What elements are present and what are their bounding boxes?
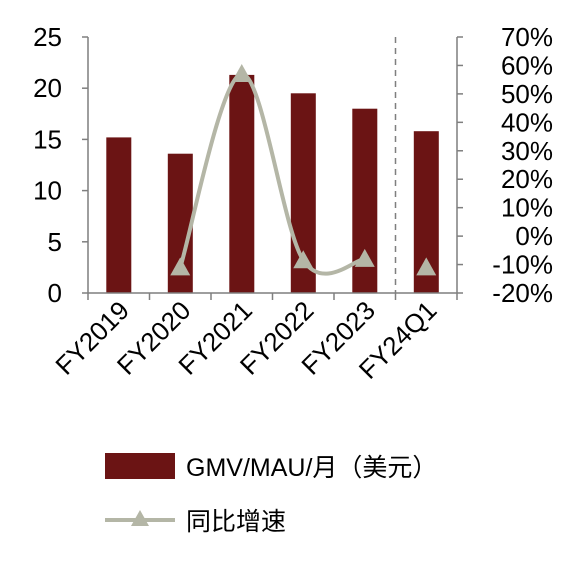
right-tick-label: 0% bbox=[515, 221, 553, 251]
right-tick-label: 40% bbox=[501, 107, 553, 137]
left-tick-label: 25 bbox=[33, 22, 62, 52]
left-tick-label: 20 bbox=[33, 73, 62, 103]
yoy-growth-line bbox=[178, 71, 366, 276]
yoy-marker-fy2023 bbox=[354, 248, 375, 267]
bar-fy2019 bbox=[106, 137, 132, 293]
right-tick-label: -20% bbox=[492, 278, 553, 308]
yoy-marker-fy2022 bbox=[293, 250, 314, 269]
right-tick-labels: -20%-10%0%10%20%30%40%50%60%70% bbox=[492, 22, 553, 308]
yoy-marker-fy24q1 bbox=[416, 257, 437, 276]
legend-line-label: 同比增速 bbox=[186, 508, 286, 536]
yoy-marker-fy2021 bbox=[231, 63, 252, 82]
right-tick-label: 10% bbox=[501, 193, 553, 223]
legend: GMV/MAU/月（美元） 同比增速 bbox=[105, 453, 437, 536]
right-tick-label: -10% bbox=[492, 250, 553, 280]
legend-bar-swatch bbox=[105, 453, 175, 479]
left-tick-label: 10 bbox=[33, 176, 62, 206]
bars-group bbox=[106, 74, 439, 294]
left-tick-label: 5 bbox=[48, 227, 62, 257]
legend-bar-label: GMV/MAU/月（美元） bbox=[186, 454, 437, 482]
left-tick-label: 0 bbox=[48, 278, 62, 308]
right-tick-label: 20% bbox=[501, 164, 553, 194]
right-tick-label: 70% bbox=[501, 22, 553, 52]
right-tick-label: 60% bbox=[501, 50, 553, 80]
legend-triangle-marker bbox=[131, 510, 149, 526]
axes-group bbox=[82, 36, 463, 300]
right-tick-label: 30% bbox=[501, 136, 553, 166]
line-group bbox=[170, 63, 437, 276]
bar-fy2021 bbox=[229, 74, 255, 294]
left-tick-labels: 0 5 10 15 20 25 bbox=[33, 22, 62, 308]
left-tick-label: 15 bbox=[33, 124, 62, 154]
right-tick-label: 50% bbox=[501, 79, 553, 109]
yoy-marker-fy2020 bbox=[170, 257, 191, 276]
